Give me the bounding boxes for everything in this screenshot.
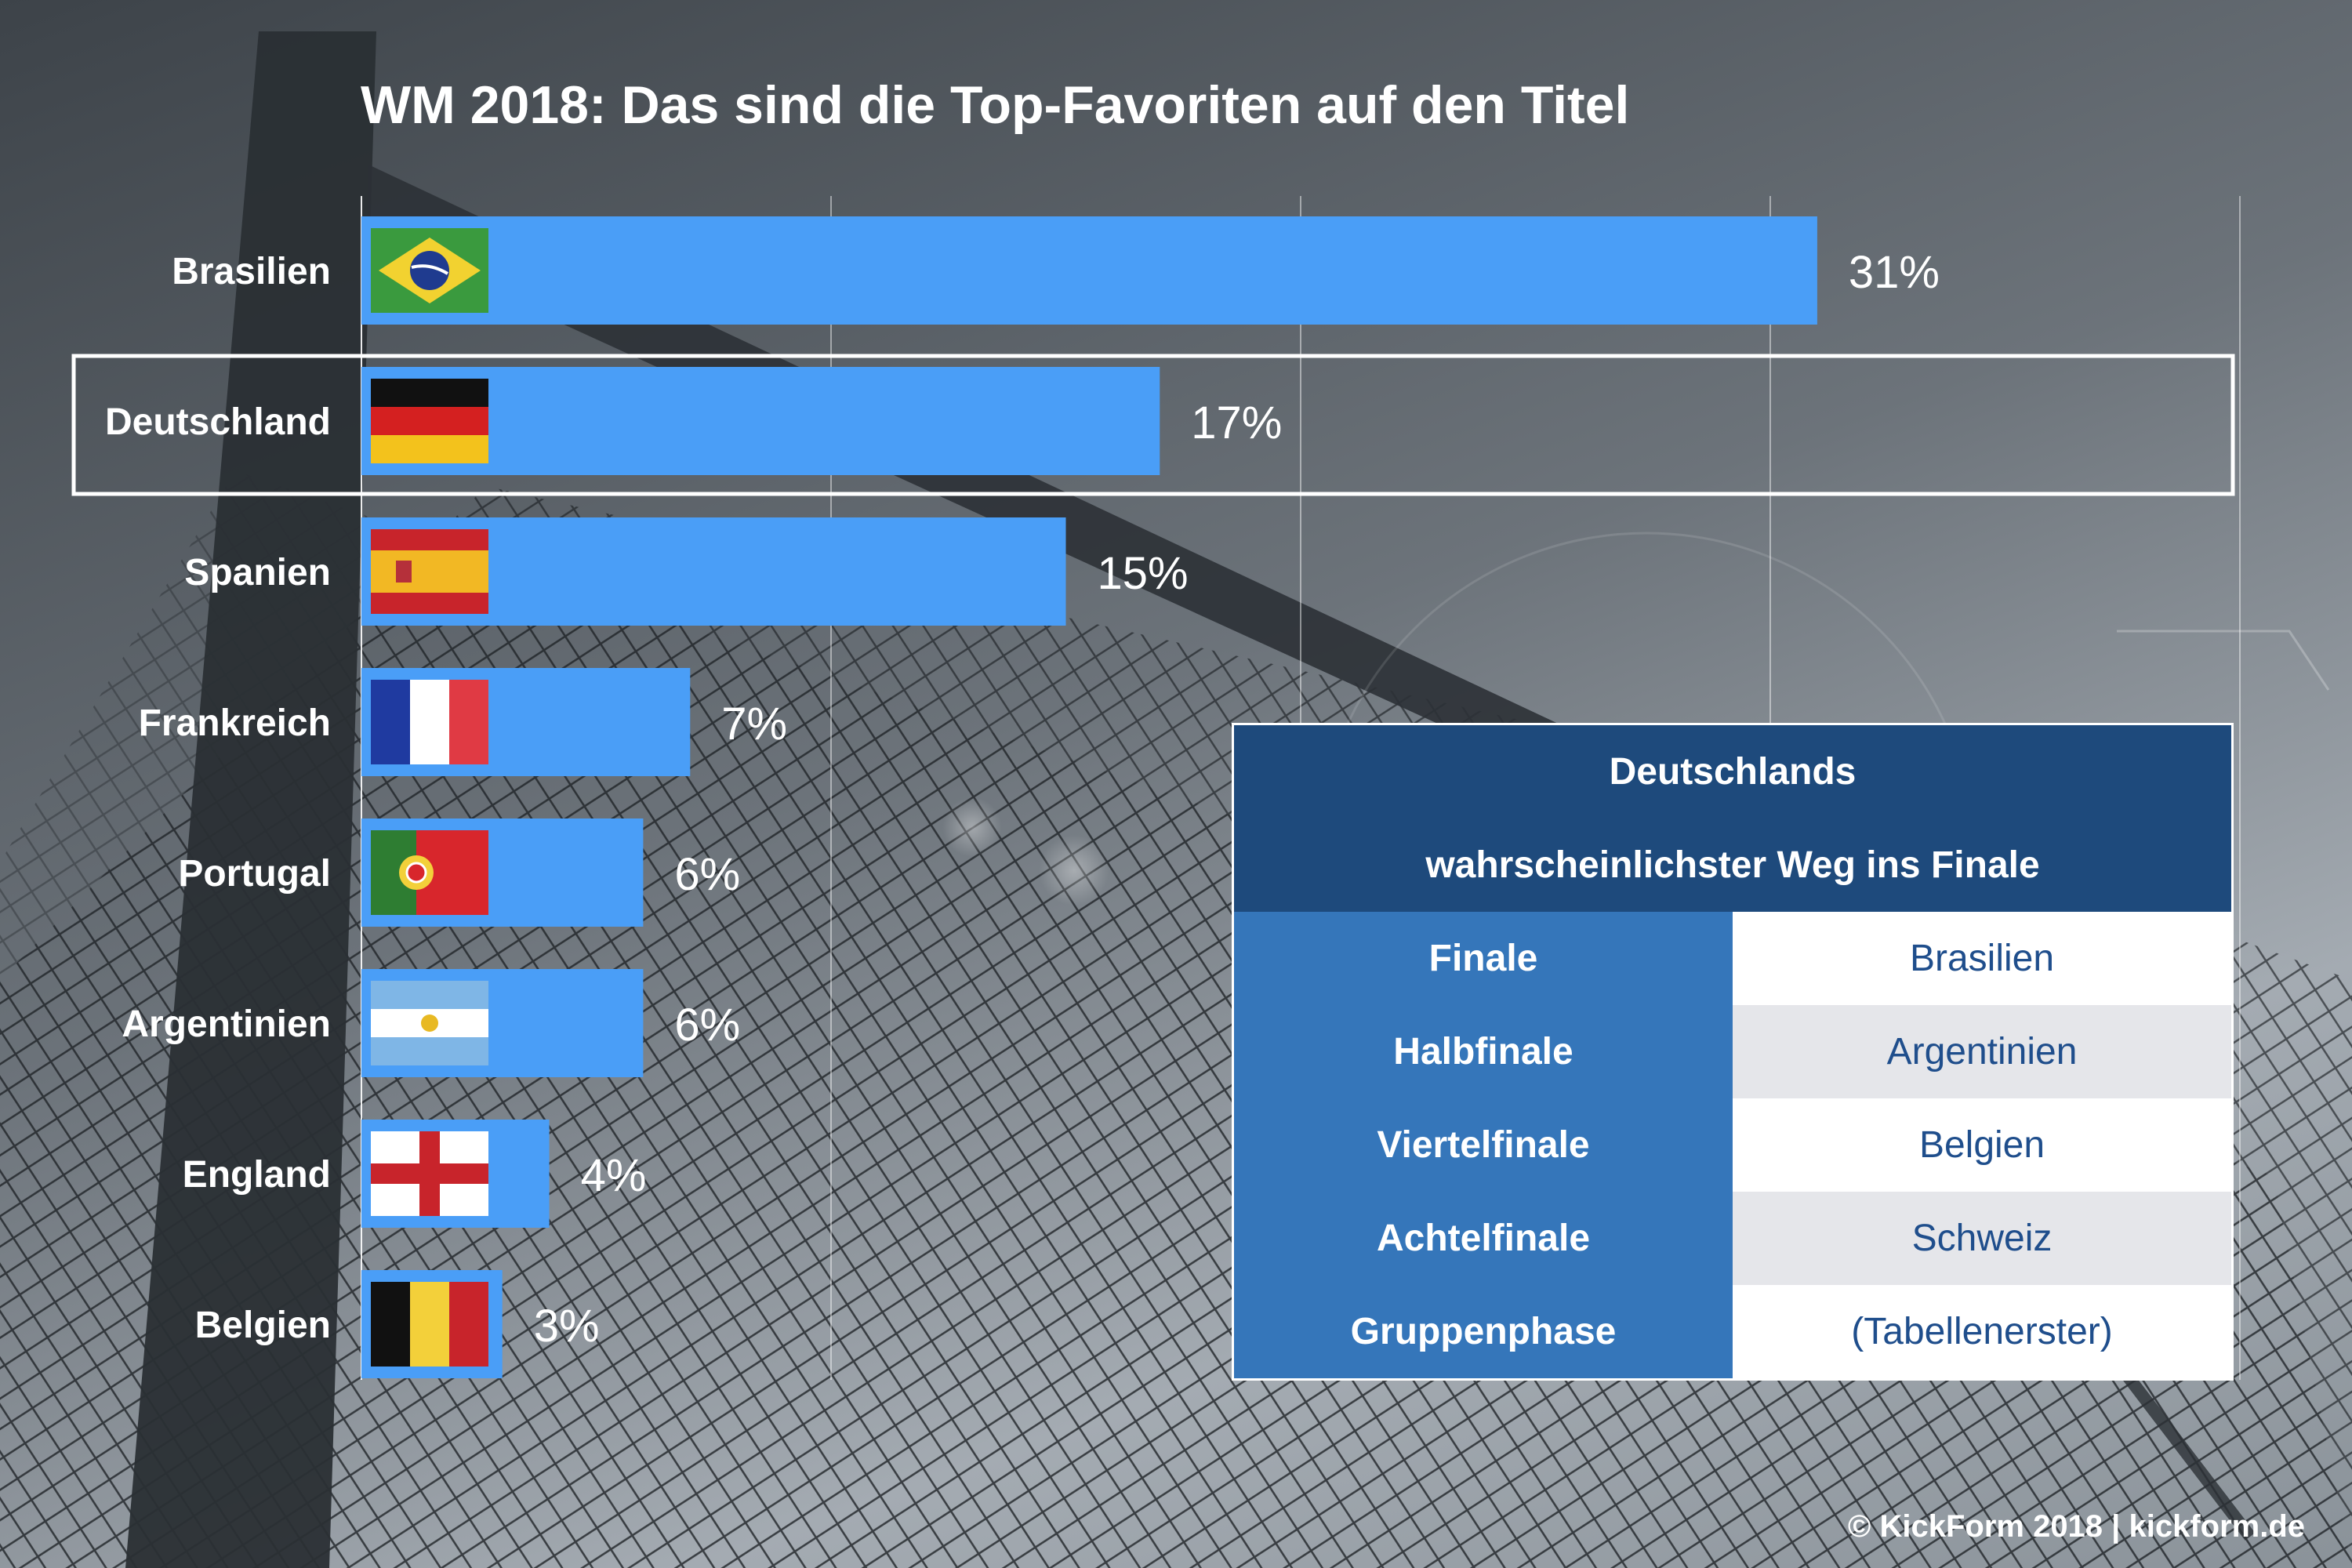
value-label: 6% [674,849,740,900]
stage-cell: Gruppenphase [1234,1285,1733,1378]
stage-cell: Achtelfinale [1234,1192,1733,1285]
category-label: Deutschland [105,401,331,443]
table-row: Viertelfinale Belgien [1234,1098,2231,1192]
england-flag-icon [371,1131,488,1216]
portugal-flag-icon [371,830,488,915]
opponent-cell: Argentinien [1733,1005,2231,1098]
value-label: 3% [534,1301,600,1352]
category-label: Spanien [184,552,331,593]
category-label: Belgien [195,1305,331,1346]
opponent-cell: (Tabellenerster) [1733,1285,2231,1378]
category-label: Frankreich [139,702,331,744]
bar [361,216,1817,325]
table-header-line-1: Deutschlands [1609,751,1857,793]
chart-title: WM 2018: Das sind die Top-Favoriten auf … [361,75,1630,135]
category-label: Portugal [178,853,331,895]
germany-path-table: Deutschlands wahrscheinlichster Weg ins … [1232,723,2234,1381]
value-label: 7% [721,699,787,750]
stage-cell: Viertelfinale [1234,1098,1733,1192]
france-flag-icon [371,680,488,764]
stage-cell: Halbfinale [1234,1005,1733,1098]
category-label: Argentinien [122,1004,331,1045]
value-label: 17% [1191,397,1282,448]
bar [361,367,1160,475]
argentina-flag-icon [371,981,488,1065]
value-label: 31% [1849,247,1940,298]
category-label: England [183,1154,331,1196]
opponent-cell: Belgien [1733,1098,2231,1192]
germany-flag-icon [371,379,488,463]
table-row: Finale Brasilien [1234,912,2231,1005]
brazil-flag-icon [371,228,488,313]
table-header-line-2: wahrscheinlichster Weg ins Finale [1425,844,2040,886]
opponent-cell: Brasilien [1733,912,2231,1005]
table-row: Halbfinale Argentinien [1234,1005,2231,1098]
table-row: Achtelfinale Schweiz [1234,1192,2231,1285]
table-header: Deutschlands wahrscheinlichster Weg ins … [1234,725,2231,912]
copyright-footer: © KickForm 2018 | kickform.de [1847,1509,2305,1544]
belgium-flag-icon [371,1282,488,1367]
table-row: Gruppenphase (Tabellenerster) [1234,1285,2231,1378]
value-label: 15% [1098,548,1189,599]
category-label: Brasilien [172,251,331,292]
stage-cell: Finale [1234,912,1733,1005]
value-label: 4% [581,1150,647,1201]
highlight-frame [71,354,2235,496]
value-label: 6% [674,1000,740,1051]
opponent-cell: Schweiz [1733,1192,2231,1285]
spain-flag-icon [371,529,488,614]
